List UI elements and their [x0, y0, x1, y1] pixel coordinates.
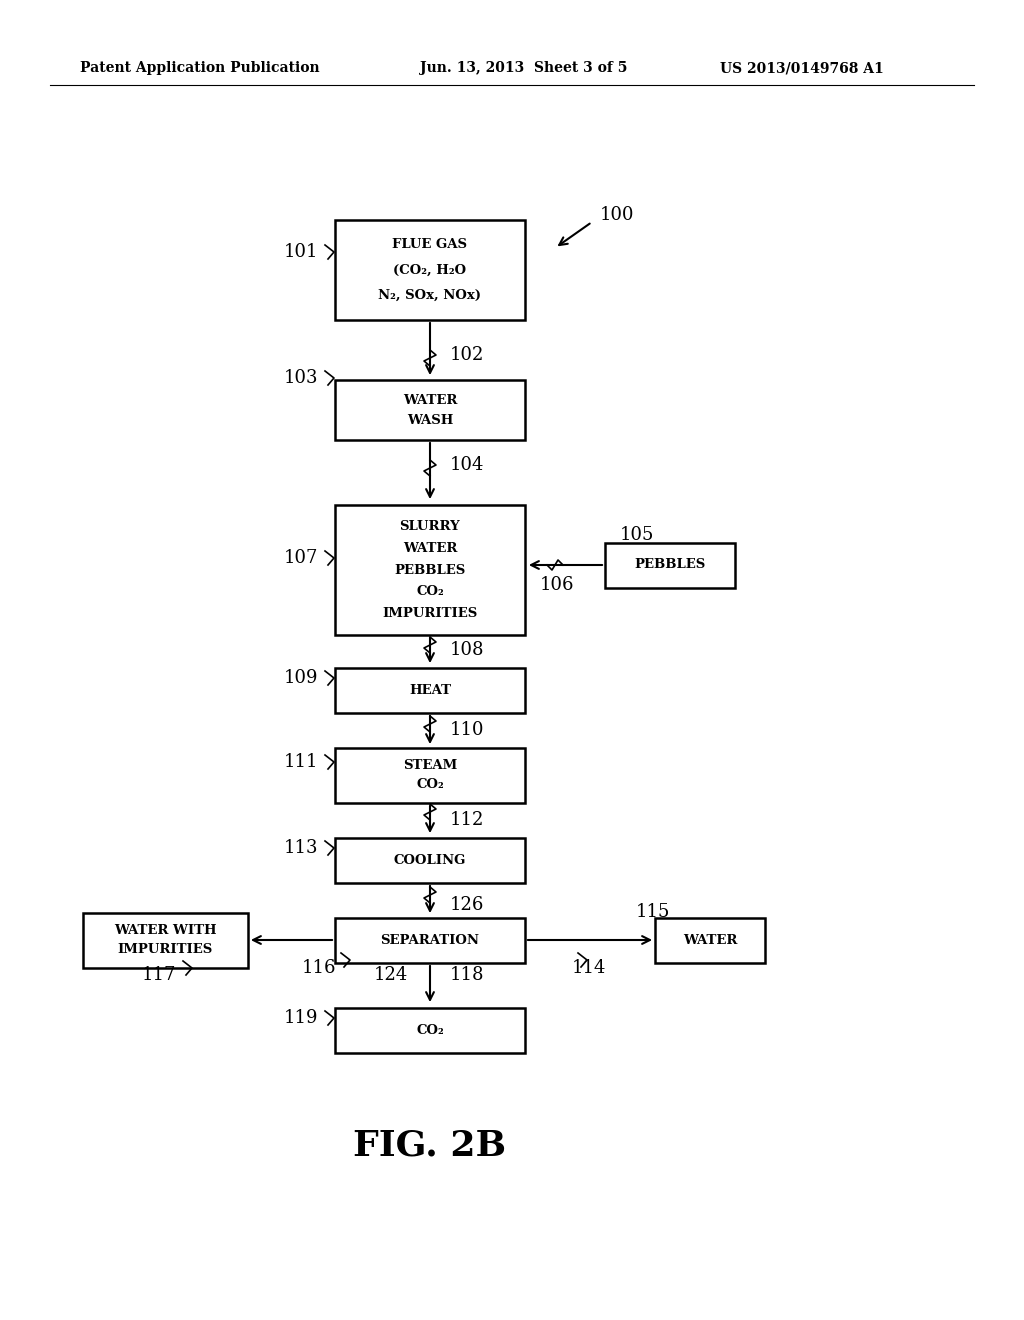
Bar	[335, 747, 525, 803]
Text: 104: 104	[450, 455, 484, 474]
Text: SLURRY: SLURRY	[399, 520, 461, 533]
Text: FIG. 2B: FIG. 2B	[353, 1129, 507, 1162]
Bar	[335, 220, 525, 319]
Text: 100: 100	[600, 206, 635, 224]
Text: PEBBLES: PEBBLES	[394, 564, 466, 577]
Text: CO₂: CO₂	[416, 585, 443, 598]
Text: 101: 101	[284, 243, 318, 261]
Text: Jun. 13, 2013  Sheet 3 of 5: Jun. 13, 2013 Sheet 3 of 5	[420, 61, 628, 75]
Text: 114: 114	[572, 960, 606, 977]
Text: WASH: WASH	[407, 413, 454, 426]
Text: 110: 110	[450, 721, 484, 739]
Text: COOLING: COOLING	[394, 854, 466, 866]
Bar	[605, 543, 735, 587]
Text: CO₂: CO₂	[416, 1023, 443, 1036]
Text: 108: 108	[450, 642, 484, 659]
Text: N₂, SOx, NOx): N₂, SOx, NOx)	[379, 289, 481, 301]
Text: 102: 102	[450, 346, 484, 364]
Text: 107: 107	[284, 549, 318, 568]
Text: CO₂: CO₂	[416, 777, 443, 791]
Text: FLUE GAS: FLUE GAS	[392, 239, 468, 252]
Text: SEPARATION: SEPARATION	[381, 933, 479, 946]
Text: 111: 111	[284, 752, 318, 771]
Text: 103: 103	[284, 370, 318, 387]
Text: 109: 109	[284, 669, 318, 686]
Text: 117: 117	[141, 966, 176, 983]
Text: HEAT: HEAT	[409, 684, 451, 697]
Text: 113: 113	[284, 840, 318, 857]
Text: US 2013/0149768 A1: US 2013/0149768 A1	[720, 61, 884, 75]
Text: IMPURITIES: IMPURITIES	[382, 607, 477, 620]
Text: 119: 119	[284, 1008, 318, 1027]
Text: WATER WITH: WATER WITH	[114, 924, 216, 937]
Text: STEAM: STEAM	[402, 759, 457, 772]
Text: 118: 118	[450, 966, 484, 983]
Text: PEBBLES: PEBBLES	[635, 558, 706, 572]
Text: 106: 106	[540, 576, 574, 594]
Text: Patent Application Publication: Patent Application Publication	[80, 61, 319, 75]
Bar	[335, 668, 525, 713]
Text: WATER: WATER	[402, 541, 457, 554]
Text: 112: 112	[450, 810, 484, 829]
Text: (CO₂, H₂O: (CO₂, H₂O	[393, 264, 467, 276]
Text: 124: 124	[374, 966, 408, 983]
Text: 116: 116	[301, 960, 336, 977]
Bar	[335, 837, 525, 883]
Text: 105: 105	[620, 525, 654, 544]
Text: WATER: WATER	[683, 933, 737, 946]
Bar	[655, 917, 765, 962]
Bar	[335, 380, 525, 440]
Bar	[83, 912, 248, 968]
Text: WATER: WATER	[402, 393, 457, 407]
Bar	[335, 506, 525, 635]
Bar	[335, 917, 525, 962]
Text: 126: 126	[450, 896, 484, 913]
Text: IMPURITIES: IMPURITIES	[118, 942, 213, 956]
Text: 115: 115	[636, 903, 671, 921]
Bar	[335, 1007, 525, 1052]
